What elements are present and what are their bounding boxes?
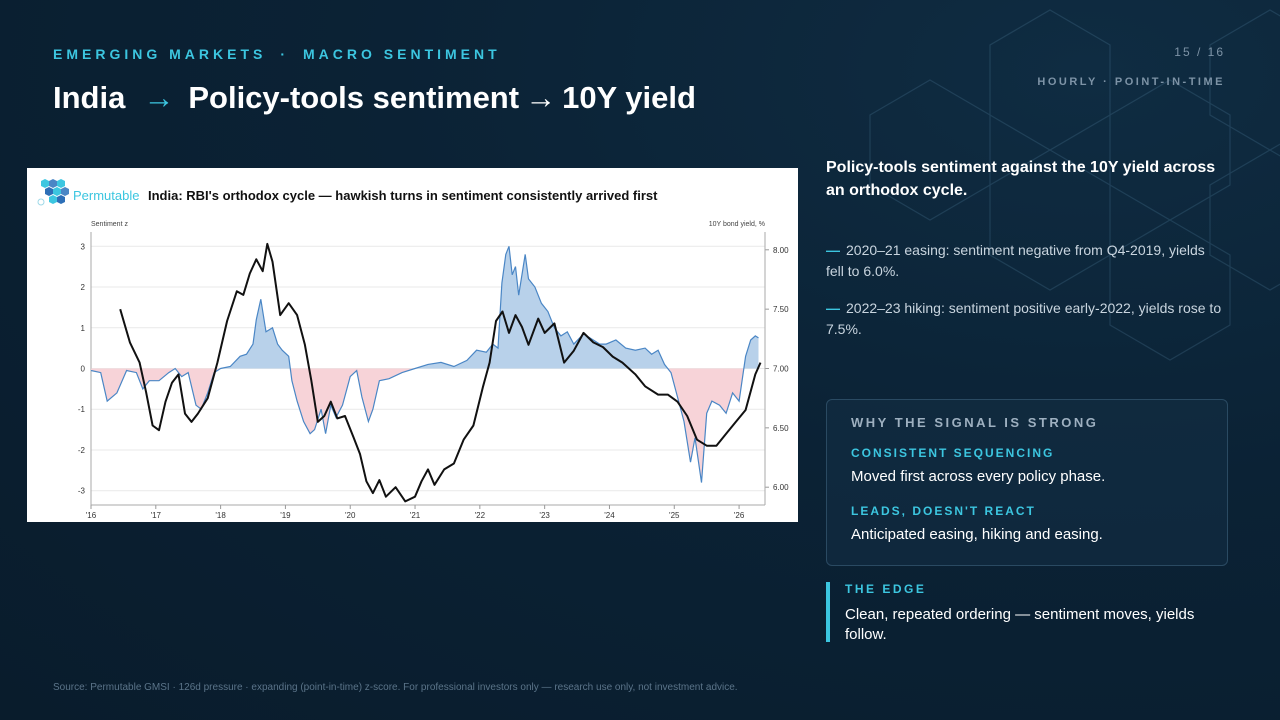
dash-icon: — xyxy=(826,300,840,316)
hexagon-background xyxy=(869,9,1280,361)
right-axis-label: 10Y bond yield, % xyxy=(709,221,765,228)
title-country: India xyxy=(53,80,126,115)
plot-area: 3 2 1 0 -1 -2 -3 8.00 7.50 7.00 6.50 6.00 '16 '17 '18 '… xyxy=(78,232,789,520)
title-indicator: Policy-tools sentiment xyxy=(188,80,520,115)
sentiment-yield-chart: Permutable India: RBI's orthodox cycle —… xyxy=(37,179,789,520)
left-tick-label: -3 xyxy=(78,487,86,496)
right-tick-label: 6.00 xyxy=(773,483,789,492)
edge-heading: THE EDGE xyxy=(845,582,927,596)
right-tick-label: 6.50 xyxy=(773,424,789,433)
x-tick-label: '18 xyxy=(215,511,226,520)
left-tick-label: 3 xyxy=(81,242,86,251)
right-tick-label: 8.00 xyxy=(773,246,789,255)
point-1-label: CONSISTENT SEQUENCING xyxy=(851,446,1055,460)
left-tick-label: -1 xyxy=(78,405,86,414)
yield-line xyxy=(119,242,762,503)
title-arrow-icon: → xyxy=(143,80,175,115)
point-2-text: Anticipated easing, hiking and easing. xyxy=(851,526,1103,543)
sentiment-positive-area xyxy=(91,246,759,369)
panel-lead: Policy-tools sentiment against the 10Y y… xyxy=(826,159,1216,199)
signal-strength-box: WHY THE SIGNAL IS STRONG CONSISTENT SEQU… xyxy=(826,399,1228,566)
title-arrow-icon-2: → xyxy=(525,80,557,115)
x-tick-label: '21 xyxy=(410,511,421,520)
x-tick-label: '20 xyxy=(345,511,356,520)
left-axis-label: Sentiment z xyxy=(91,221,128,228)
x-tick-label: '19 xyxy=(280,511,291,520)
title-target: 10Y yield xyxy=(562,80,696,115)
left-tick-label: 2 xyxy=(81,283,86,292)
permutable-logo-icon xyxy=(37,179,69,206)
dash-icon: — xyxy=(826,242,840,258)
box-heading: WHY THE SIGNAL IS STRONG xyxy=(851,415,1099,430)
bullet-easing: —2020–21 easing: sentiment negative from… xyxy=(826,240,1226,282)
eyebrow: EMERGING MARKETS · MACRO SENTIMENT xyxy=(53,46,501,62)
point-1-text: Moved first across every policy phase. xyxy=(851,468,1106,485)
left-tick-label: -2 xyxy=(78,446,86,455)
left-tick-label: 1 xyxy=(81,324,86,333)
brand-name: Permutable xyxy=(73,188,139,203)
page-number: 15 / 16 xyxy=(1174,45,1225,59)
source-footnote: Source: Permutable GMSI · 126d pressure … xyxy=(53,682,738,693)
right-tick-label: 7.00 xyxy=(773,365,789,374)
eyebrow-separator: · xyxy=(280,46,290,62)
sentiment-negative-area xyxy=(91,368,759,483)
page-title: India → Policy-tools sentiment → 10Y yield xyxy=(53,80,696,116)
bullet-text: 2020–21 easing: sentiment negative from … xyxy=(826,242,1205,279)
x-tick-label: '25 xyxy=(669,511,680,520)
x-tick-label: '24 xyxy=(604,511,615,520)
right-tick-label: 7.50 xyxy=(773,305,789,314)
eyebrow-section: EMERGING MARKETS xyxy=(53,46,267,62)
point-2-label: LEADS, DOESN'T REACT xyxy=(851,504,1036,518)
x-tick-label: '23 xyxy=(539,511,550,520)
edge-text: Clean, repeated ordering — sentiment mov… xyxy=(845,606,1195,643)
left-tick-label: 0 xyxy=(81,365,86,374)
x-tick-label: '26 xyxy=(734,511,745,520)
bullet-hiking: —2022–23 hiking: sentiment positive earl… xyxy=(826,298,1226,340)
frequency-label: HOURLY · POINT-IN-TIME xyxy=(1037,76,1225,88)
bullet-text: 2022–23 hiking: sentiment positive early… xyxy=(826,300,1222,337)
chart-card: Permutable India: RBI's orthodox cycle —… xyxy=(27,168,798,522)
x-tick-label: '17 xyxy=(151,511,162,520)
eyebrow-topic: MACRO SENTIMENT xyxy=(303,46,501,62)
edge-callout: THE EDGE Clean, repeated ordering — sent… xyxy=(826,582,1226,643)
x-tick-label: '22 xyxy=(475,511,486,520)
chart-title: India: RBI's orthodox cycle — hawkish tu… xyxy=(148,188,658,203)
x-tick-label: '16 xyxy=(86,511,97,520)
